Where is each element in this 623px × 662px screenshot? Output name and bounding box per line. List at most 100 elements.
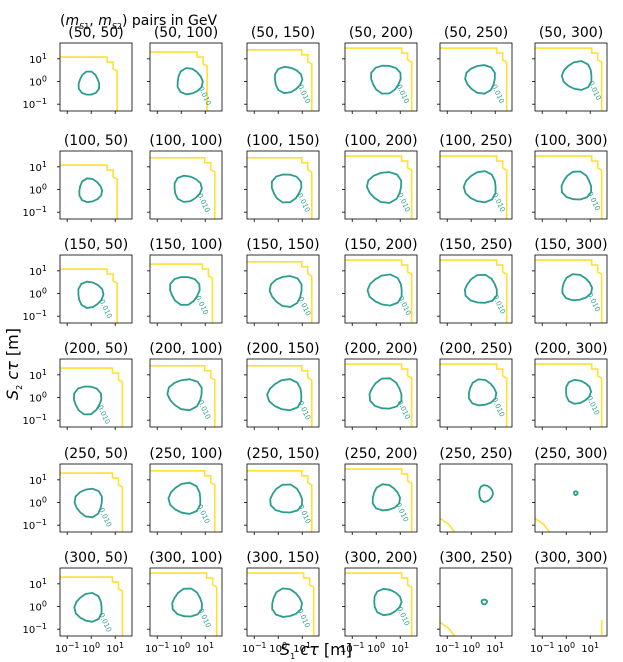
- panel-title: (50, 300): [539, 25, 603, 41]
- y-tick-label: 10−1: [22, 97, 47, 111]
- outer-contour: [440, 259, 508, 323]
- panel-title: (50, 100): [154, 25, 218, 41]
- panel-title: (100, 250): [439, 133, 512, 149]
- panel-1-4: (100, 250) 0.010: [437, 133, 513, 222]
- panel-0-4: (50, 250) 0.010: [437, 25, 513, 114]
- inner-contour: [464, 64, 496, 95]
- inner-contour: [467, 378, 498, 407]
- inner-contour: [270, 173, 303, 204]
- contour-label: 0.010: [586, 291, 602, 313]
- panel-5-4: (300, 250) 10−1 100 101: [435, 550, 513, 655]
- panel-title: (150, 150): [246, 237, 319, 253]
- panel-4-2: (250, 150) 0.010: [244, 446, 320, 535]
- x-tick-label: 10−1: [340, 641, 365, 655]
- x-tick-label: 10−1: [435, 641, 460, 655]
- panel-3-1: (200, 100) 0.010: [147, 341, 223, 430]
- panel-title: (200, 50): [64, 341, 128, 357]
- panel-title: (250, 150): [246, 446, 319, 462]
- contour-label: 0.010: [197, 85, 213, 107]
- panel-frame: [59, 567, 133, 637]
- y-tick-label: 101: [29, 52, 47, 66]
- outer-contour: [150, 157, 216, 219]
- panel-frame: [59, 358, 133, 428]
- panel-title: (50, 50): [68, 25, 123, 41]
- contour-label: 0.010: [585, 395, 601, 417]
- panel-1-2: (100, 150) 0.010: [244, 133, 320, 222]
- panel-5-1: (300, 100) 0.010 10−1 100 101: [145, 550, 223, 655]
- inner-contour: [269, 483, 304, 514]
- panel-frame: [344, 42, 418, 112]
- panel-frame: [246, 254, 320, 324]
- panel-2-5: (150, 300) 0.010: [532, 237, 608, 326]
- panel-title: (200, 200): [344, 341, 417, 357]
- panel-frame: [149, 358, 223, 428]
- panel-frame: [246, 463, 320, 533]
- panel-4-1: (250, 100) 0.010: [147, 446, 223, 535]
- x-tick-label: 101: [196, 641, 214, 655]
- panel-title: (250, 100): [149, 446, 222, 462]
- outer-contour: [535, 47, 603, 111]
- outer-contour: [150, 263, 214, 323]
- panel-frame: [149, 254, 223, 324]
- contour-label: 0.010: [587, 80, 603, 102]
- panel-title: (200, 250): [439, 341, 512, 357]
- outer-contour: [60, 472, 124, 532]
- outer-contour: [247, 49, 313, 111]
- x-tick-label: 100: [557, 641, 575, 655]
- inner-contour: [560, 60, 593, 91]
- y-tick-label: 101: [29, 577, 47, 591]
- contour-label: 0.010: [97, 507, 113, 529]
- inner-contour: [73, 385, 103, 416]
- panel-4-4: (250, 250): [437, 446, 513, 535]
- panel-title: (300, 100): [149, 550, 222, 566]
- y-tick-label: 100: [29, 183, 47, 197]
- outer-contour: [345, 47, 413, 111]
- panel-frame: [439, 42, 513, 112]
- panel-1-3: (100, 200) 0.010: [342, 133, 418, 222]
- inner-contour: [266, 378, 303, 412]
- inner-contour: [373, 587, 403, 617]
- panel-frame: [439, 254, 513, 324]
- panel-frame: [439, 463, 513, 533]
- inner-contour: [366, 273, 403, 307]
- outer-contour: [535, 155, 603, 219]
- outer-contour: [345, 572, 413, 636]
- panel-title: (300, 50): [64, 550, 128, 566]
- inner-contour: [565, 378, 593, 405]
- panel-2-2: (150, 150) 0.010: [244, 237, 320, 326]
- outer-contour: [247, 365, 313, 427]
- panel-title: (300, 250): [439, 550, 512, 566]
- y-tick-label: 101: [29, 368, 47, 382]
- outer-contour: [150, 470, 216, 532]
- inner-contour: [462, 170, 497, 204]
- inner-contour: [480, 598, 489, 606]
- x-tick-label: 100: [367, 641, 385, 655]
- x-tick-label: 101: [581, 641, 599, 655]
- panel-title: (250, 300): [534, 446, 607, 462]
- panel-frame: [149, 150, 223, 220]
- panel-title: (100, 150): [246, 133, 319, 149]
- panel-title: (200, 150): [246, 341, 319, 357]
- outer-contour: [345, 468, 413, 532]
- outer-contour: [535, 517, 551, 532]
- y-tick-label: 100: [29, 600, 47, 614]
- panel-0-2: (50, 150) 0.010: [244, 25, 320, 114]
- panel-frame: [246, 358, 320, 428]
- contour-label: 0.010: [296, 503, 312, 525]
- contour-label: 0.010: [296, 83, 312, 105]
- panel-4-3: (250, 200) 0.010: [342, 446, 418, 535]
- panel-frame: [149, 42, 223, 112]
- inner-contour: [463, 273, 498, 304]
- contour-label: 0.010: [396, 399, 412, 421]
- panel-frame: [534, 254, 608, 324]
- panel-frame: [59, 463, 133, 533]
- outer-contour: [345, 363, 413, 427]
- x-tick-label: 100: [269, 641, 287, 655]
- inner-contour: [365, 171, 403, 204]
- panel-frame: [439, 567, 513, 637]
- contour-label: 0.010: [491, 192, 507, 214]
- outer-contour: [535, 259, 603, 323]
- inner-contour: [274, 65, 304, 95]
- contour-label: 0.010: [490, 83, 506, 105]
